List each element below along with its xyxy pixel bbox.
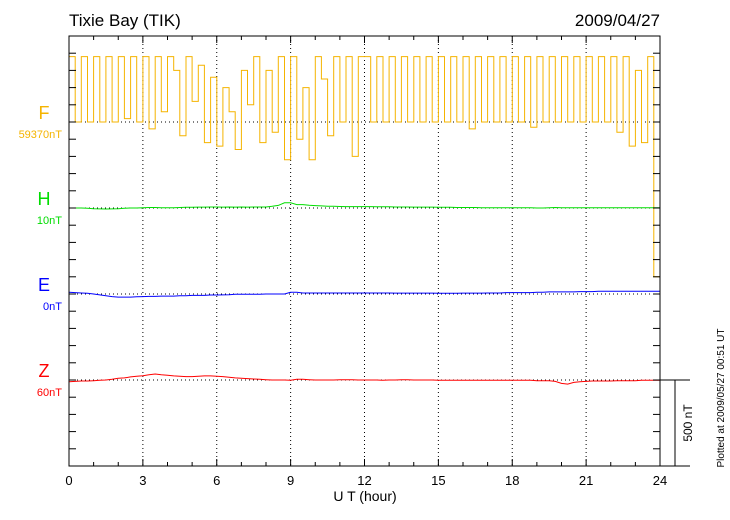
plotted-at-footer: Plotted at 2009/05/27 00:51 UT xyxy=(716,329,727,468)
series-z-line xyxy=(68,373,660,385)
axes: 0 3 6 9 12 15 18 21 24 xyxy=(65,35,667,488)
series-f-line xyxy=(69,56,661,278)
x-tick-label: 18 xyxy=(505,473,519,488)
series-h-baseline: 10nT xyxy=(37,215,62,227)
series-e-line xyxy=(68,290,660,298)
series-e-name: E xyxy=(38,275,50,295)
scale-bar-label: 500 nT xyxy=(681,404,695,442)
x-tick-label: 15 xyxy=(431,473,445,488)
series-z-name: Z xyxy=(39,361,50,381)
x-tick-label: 9 xyxy=(287,473,294,488)
series-group xyxy=(68,56,661,385)
x-tick-label: 3 xyxy=(139,473,146,488)
chart-date: 2009/04/27 xyxy=(575,11,660,30)
series-f-name: F xyxy=(39,103,50,123)
grid xyxy=(69,36,660,466)
x-tick-label: 6 xyxy=(213,473,220,488)
scale-bar: 500 nT xyxy=(660,379,695,467)
series-e-baseline: 0nT xyxy=(43,301,62,313)
series-labels: F 59370nT H 10nT E 0nT Z 60nT xyxy=(19,103,63,399)
x-tick-label: 12 xyxy=(357,473,371,488)
series-z-baseline: 60nT xyxy=(37,387,62,399)
x-axis-label: U T (hour) xyxy=(333,488,396,504)
series-h-name: H xyxy=(38,189,51,209)
series-h-line xyxy=(69,202,660,210)
series-f-baseline: 59370nT xyxy=(19,129,63,141)
x-tick-label: 24 xyxy=(653,473,667,488)
x-tick-label: 0 xyxy=(65,473,72,488)
x-tick-label: 21 xyxy=(579,473,593,488)
chart-title: Tixie Bay (TIK) xyxy=(69,11,181,30)
